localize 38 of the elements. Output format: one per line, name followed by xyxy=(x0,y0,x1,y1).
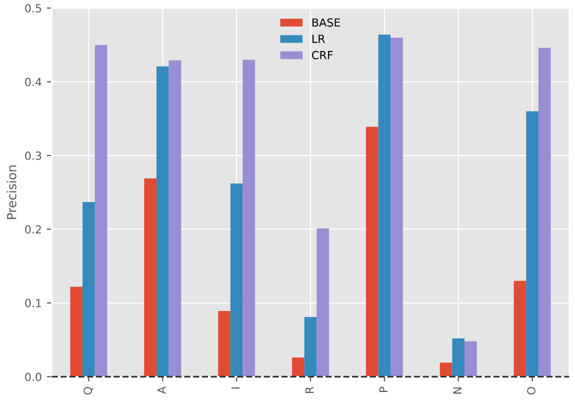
bar xyxy=(168,60,182,377)
y-tick-label: 0.3 xyxy=(25,151,42,160)
bar xyxy=(144,178,156,377)
bar xyxy=(218,311,230,377)
y-axis-title: Precision xyxy=(6,166,16,220)
y-tick-label: 0.1 xyxy=(25,298,41,308)
x-tick-label: A xyxy=(158,386,166,394)
legend-label: BASE xyxy=(312,18,340,27)
bar xyxy=(464,341,477,377)
bar xyxy=(292,357,304,377)
x-tick-label: I xyxy=(232,387,240,389)
bar xyxy=(82,202,95,377)
bar xyxy=(390,38,403,377)
bar xyxy=(94,44,108,377)
bar xyxy=(538,48,551,377)
legend-label: LR xyxy=(312,34,325,43)
bar xyxy=(242,60,256,377)
bar xyxy=(440,362,452,377)
bar xyxy=(230,184,243,377)
y-tick-label: 0.2 xyxy=(25,225,41,234)
bar xyxy=(526,111,538,377)
x-tick-label: P xyxy=(379,386,388,392)
bar xyxy=(304,316,317,377)
bar xyxy=(366,126,378,377)
x-tick-label: O xyxy=(527,386,536,394)
bar xyxy=(70,286,83,377)
legend-label: CRF xyxy=(312,50,333,60)
y-tick-label: 0.4 xyxy=(25,78,42,86)
bar xyxy=(514,280,526,377)
bar xyxy=(452,338,465,377)
x-tick-label: Q xyxy=(84,386,94,394)
bar xyxy=(156,66,169,377)
y-tick-label: 0.0 xyxy=(25,372,42,382)
x-tick-label: R xyxy=(305,386,314,393)
bar xyxy=(378,34,391,377)
y-tick-label: 0.5 xyxy=(25,4,42,12)
bar xyxy=(316,228,329,377)
x-tick-label: N xyxy=(453,387,462,394)
